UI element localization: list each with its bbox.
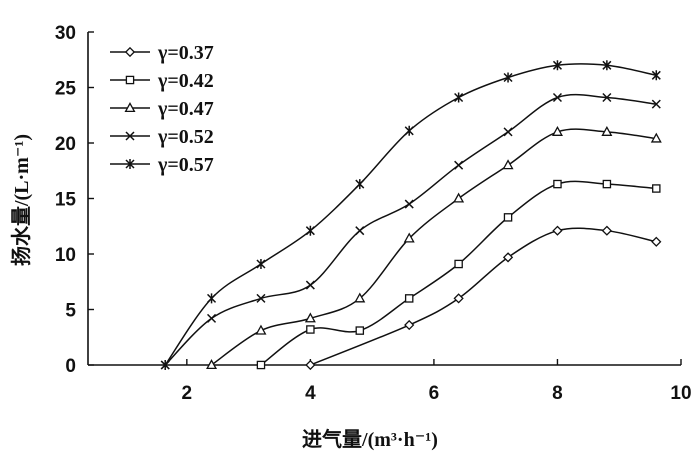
legend-label: γ=0.42 <box>157 70 214 92</box>
data-point <box>552 92 562 103</box>
data-point <box>355 179 365 190</box>
data-point <box>305 225 315 236</box>
data-point <box>404 294 414 303</box>
data-point <box>404 319 415 331</box>
series-3 <box>160 92 661 370</box>
data-point <box>602 179 612 189</box>
y-tick-label: 25 <box>55 79 77 100</box>
data-point <box>125 75 135 85</box>
data-point <box>256 258 266 269</box>
legend-label: γ=0.52 <box>157 126 214 148</box>
y-tick-label: 10 <box>55 245 76 266</box>
x-tick-label: 4 <box>305 383 316 404</box>
data-point <box>453 293 464 304</box>
legend-item: γ=0.57 <box>110 154 214 176</box>
data-point <box>124 46 136 58</box>
data-point <box>305 359 316 371</box>
data-point <box>601 225 612 236</box>
data-point <box>404 125 414 136</box>
data-point <box>650 132 662 143</box>
legend-item: γ=0.52 <box>110 126 214 148</box>
y-tick-label: 0 <box>65 356 76 377</box>
data-point <box>602 60 612 71</box>
data-point <box>552 60 562 71</box>
tick-marks <box>88 31 682 366</box>
data-point <box>206 359 218 370</box>
data-point <box>503 213 513 222</box>
data-point <box>403 232 415 243</box>
data-point <box>602 92 612 103</box>
data-point <box>502 159 514 170</box>
y-tick-label: 20 <box>55 134 76 155</box>
data-point <box>306 325 315 334</box>
data-point <box>304 312 316 323</box>
data-point <box>354 292 366 303</box>
x-tick-label: 6 <box>429 383 440 404</box>
series-4 <box>160 60 661 370</box>
series-line <box>164 63 657 366</box>
data-point <box>651 99 661 109</box>
y-tick-label: 30 <box>55 23 76 44</box>
data-point <box>651 70 661 81</box>
legend-item: γ=0.47 <box>110 98 214 120</box>
data-point <box>601 125 613 136</box>
data-point <box>355 326 365 335</box>
series-line <box>260 180 657 366</box>
data-point <box>503 127 513 137</box>
data-point <box>454 92 464 103</box>
y-tick-label: 15 <box>55 190 77 211</box>
legend-label: γ=0.37 <box>157 42 214 64</box>
data-point <box>256 293 266 303</box>
legend-item: γ=0.42 <box>110 70 214 92</box>
data-point <box>502 252 514 263</box>
data-point <box>651 236 662 247</box>
data-point <box>305 280 315 290</box>
y-tick-label: 5 <box>65 301 76 322</box>
data-point <box>124 102 136 113</box>
data-point <box>207 313 217 323</box>
data-point <box>551 125 563 136</box>
data-point <box>553 179 562 189</box>
data-point <box>256 360 266 370</box>
data-point <box>255 324 267 335</box>
y-axis-title: 扬水量/(L·m⁻¹) <box>10 134 33 266</box>
x-tick-label: 10 <box>670 383 691 404</box>
data-point <box>125 159 135 169</box>
legend-label: γ=0.47 <box>157 98 214 120</box>
series-0 <box>305 225 662 371</box>
series-2 <box>206 125 662 370</box>
data-point <box>355 226 365 236</box>
legend-label: γ=0.57 <box>157 154 214 176</box>
tick-labels: 2 4 6 8 10 0 5 10 15 20 25 30 <box>55 23 692 404</box>
data-point <box>454 160 464 170</box>
legend: γ=0.37 γ=0.42 γ=0.47 γ=0.52 γ=0.57 <box>110 42 214 176</box>
data-point <box>160 360 170 370</box>
data-point <box>503 72 513 83</box>
data-point <box>404 199 414 209</box>
x-tick-label: 2 <box>182 383 193 404</box>
data-point <box>552 225 563 236</box>
data-point <box>207 293 217 304</box>
x-tick-label: 8 <box>552 383 563 404</box>
data-point <box>453 192 465 203</box>
data-point <box>454 259 463 269</box>
x-axis-title: 进气量/(m³·h⁻¹) <box>302 427 438 451</box>
series-1 <box>256 179 661 370</box>
series-layer <box>160 60 662 371</box>
data-point <box>652 184 661 193</box>
series-line <box>211 128 657 366</box>
data-point <box>125 131 135 141</box>
legend-item: γ=0.37 <box>110 42 214 64</box>
